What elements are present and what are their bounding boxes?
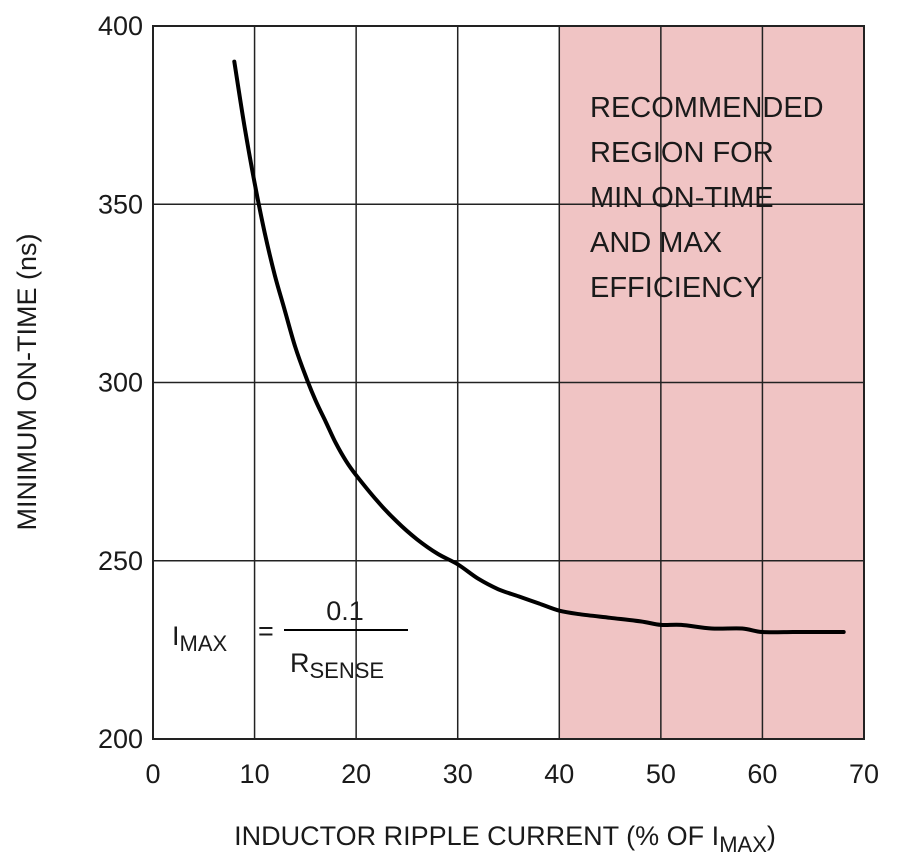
- region-label: RECOMMENDED REGION FOR MIN ON-TIME AND MAX E…: [590, 92, 824, 304]
- x-tick-label: 60: [747, 759, 777, 789]
- x-tick-label: 40: [544, 759, 574, 789]
- x-tick-label: 50: [646, 759, 676, 789]
- x-axis-label: INDUCTOR RIPPLE CURRENT (% OF IMAX): [234, 821, 776, 857]
- region-label-line: EFFICIENCY: [590, 272, 762, 304]
- series-line: [232, 59, 846, 635]
- plot-frame: [152, 25, 865, 740]
- y-tick-label: 400: [98, 11, 143, 41]
- x-tick-label: 30: [443, 759, 473, 789]
- formula-numerator: 0.1: [326, 596, 364, 626]
- region-label-line: REGION FOR: [590, 137, 774, 169]
- formula-equals: =: [258, 616, 274, 646]
- tick-labels: 0 10 20 30 40 50 60 70 200 250 300 350 400: [98, 11, 879, 789]
- x-tick-label: 10: [240, 759, 270, 789]
- grid-lines: [153, 26, 864, 739]
- region-label-line: AND MAX: [590, 227, 722, 259]
- y-tick-label: 200: [98, 724, 143, 754]
- formula-lhs: IMAX: [172, 621, 228, 656]
- y-tick-label: 300: [98, 368, 143, 398]
- y-tick-label: 350: [98, 189, 143, 219]
- formula-annotation: IMAX = 0.1 RSENSE: [172, 596, 408, 683]
- y-axis-label: MINIMUM ON-TIME (ns): [12, 234, 42, 531]
- x-tick-label: 20: [341, 759, 371, 789]
- y-tick-label: 250: [98, 546, 143, 576]
- x-tick-label: 70: [849, 759, 879, 789]
- region-label-line: MIN ON-TIME: [590, 182, 774, 214]
- formula-denominator: RSENSE: [290, 648, 384, 683]
- region-label-line: RECOMMENDED: [590, 92, 824, 124]
- x-tick-label: 0: [145, 759, 160, 789]
